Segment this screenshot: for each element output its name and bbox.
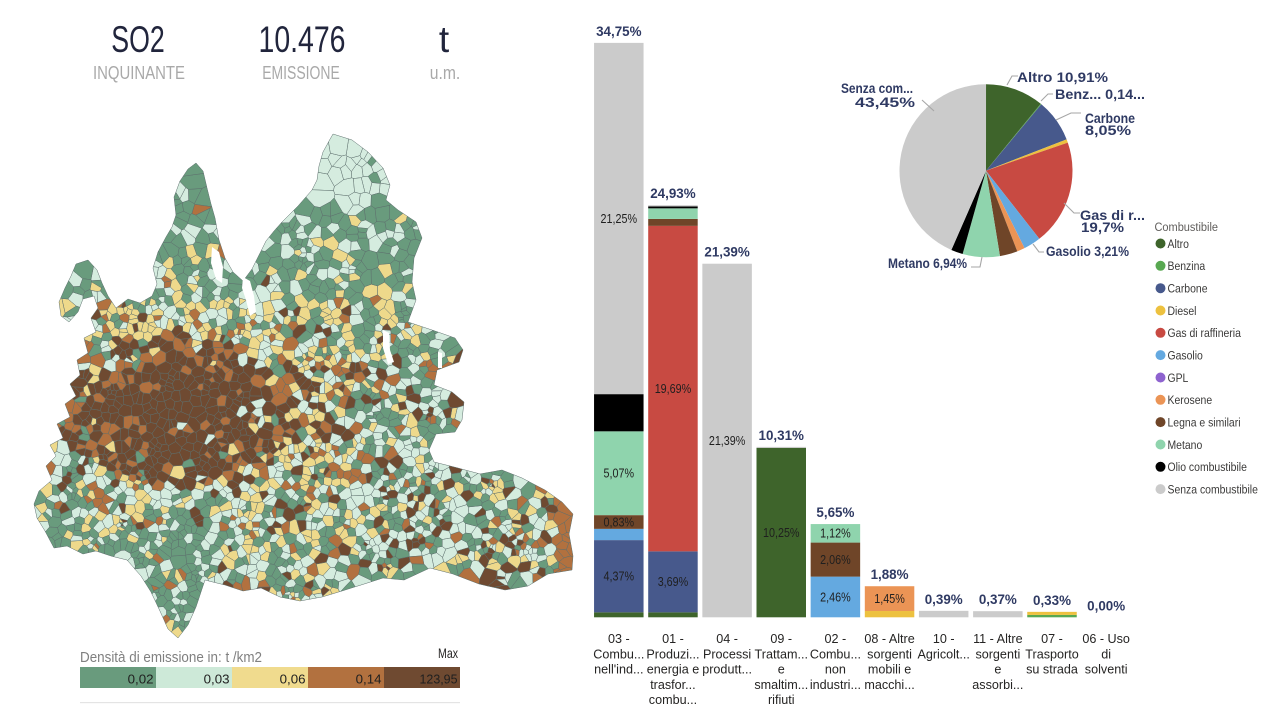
svg-text:21,25%: 21,25%	[601, 212, 638, 226]
svg-text:Carbone: Carbone	[1085, 111, 1135, 126]
svg-text:1,12%: 1,12%	[820, 527, 851, 541]
svg-text:Legna e similari: Legna e similari	[1168, 417, 1241, 430]
svg-text:02 -: 02 -	[825, 632, 847, 646]
svg-text:10 -: 10 -	[933, 632, 955, 646]
svg-text:Altro 10,91%: Altro 10,91%	[1017, 70, 1108, 85]
svg-text:4,37%: 4,37%	[604, 570, 635, 584]
svg-text:06 - Uso: 06 - Uso	[1082, 632, 1130, 646]
svg-text:GPL: GPL	[1168, 372, 1189, 385]
svg-text:Carbone: Carbone	[1168, 283, 1208, 296]
svg-text:Combustibile: Combustibile	[1155, 220, 1219, 234]
svg-text:sorgenti: sorgenti	[867, 647, 912, 661]
svg-text:3,69%: 3,69%	[658, 575, 689, 589]
svg-text:mobili e: mobili e	[868, 663, 911, 677]
svg-text:07 -: 07 -	[1041, 632, 1063, 646]
svg-text:sorgenti: sorgenti	[975, 647, 1020, 661]
svg-text:0,14: 0,14	[356, 671, 382, 686]
svg-text:Combu...: Combu...	[810, 647, 861, 661]
svg-text:nell'ind...: nell'ind...	[594, 663, 643, 677]
svg-text:macchi...: macchi...	[864, 678, 914, 692]
svg-text:non: non	[825, 663, 846, 677]
svg-text:1,88%: 1,88%	[871, 567, 909, 582]
svg-text:Gasolio: Gasolio	[1168, 350, 1203, 363]
svg-text:Olio combustibile: Olio combustibile	[1168, 461, 1247, 474]
svg-text:5,07%: 5,07%	[604, 467, 635, 481]
svg-text:INQUINANTE: INQUINANTE	[93, 63, 185, 83]
svg-text:10,25%: 10,25%	[763, 526, 800, 540]
svg-text:t: t	[439, 19, 450, 60]
svg-text:123,95: 123,95	[420, 671, 458, 686]
svg-text:u.m.: u.m.	[430, 63, 461, 83]
svg-text:21,39%: 21,39%	[704, 245, 750, 260]
svg-text:Densità di emissione in: t /k: Densità di emissione in: t /km2	[80, 650, 262, 666]
svg-text:produtt...: produtt...	[702, 663, 752, 677]
svg-text:Processi: Processi	[703, 647, 751, 661]
svg-text:Diesel: Diesel	[1168, 305, 1197, 318]
svg-text:0,33%: 0,33%	[1033, 593, 1071, 608]
svg-text:e: e	[994, 663, 1001, 677]
svg-text:0,02: 0,02	[128, 671, 154, 686]
svg-text:19,69%: 19,69%	[655, 382, 692, 396]
svg-text:Produzi...: Produzi...	[646, 647, 699, 661]
svg-text:03 -: 03 -	[608, 632, 630, 646]
svg-text:0,39%: 0,39%	[925, 592, 963, 607]
svg-text:8,05%: 8,05%	[1085, 123, 1131, 138]
svg-text:0,37%: 0,37%	[979, 592, 1017, 607]
svg-text:energia e: energia e	[647, 663, 700, 677]
svg-text:24,93%: 24,93%	[650, 186, 696, 201]
svg-text:19,7%: 19,7%	[1081, 220, 1124, 235]
svg-text:04 -: 04 -	[716, 632, 738, 646]
svg-text:2,46%: 2,46%	[820, 590, 851, 604]
svg-text:EMISSIONE: EMISSIONE	[262, 63, 340, 83]
svg-text:01 -: 01 -	[662, 632, 684, 646]
svg-text:08 - Altre: 08 - Altre	[864, 632, 914, 646]
svg-text:5,65%: 5,65%	[816, 505, 854, 520]
svg-text:Gasolio 3,21%: Gasolio 3,21%	[1046, 244, 1129, 259]
svg-text:Trattam...: Trattam...	[755, 647, 808, 661]
svg-text:trasfor...: trasfor...	[650, 678, 696, 692]
svg-text:0,83%: 0,83%	[604, 515, 635, 529]
svg-text:Agricolt...: Agricolt...	[917, 647, 970, 661]
svg-text:e: e	[778, 663, 785, 677]
svg-text:Benz... 0,14...: Benz... 0,14...	[1055, 87, 1145, 102]
svg-text:smaltim...: smaltim...	[754, 678, 808, 692]
svg-text:Senza combustibile: Senza combustibile	[1168, 484, 1258, 497]
svg-text:assorbi...: assorbi...	[972, 678, 1023, 692]
svg-text:Kerosene: Kerosene	[1168, 394, 1213, 407]
svg-text:industri...: industri...	[810, 678, 861, 692]
svg-text:2,06%: 2,06%	[820, 553, 851, 567]
svg-text:Gas di r...: Gas di r...	[1080, 208, 1145, 223]
svg-text:Altro: Altro	[1168, 238, 1189, 251]
svg-text:0,03: 0,03	[204, 671, 230, 686]
svg-text:SO2: SO2	[111, 19, 165, 60]
svg-text:09 -: 09 -	[770, 632, 792, 646]
svg-text:Gas di raffineria: Gas di raffineria	[1168, 327, 1242, 340]
svg-text:0,00%: 0,00%	[1087, 598, 1125, 613]
svg-text:10.476: 10.476	[259, 19, 346, 60]
svg-text:Max: Max	[438, 645, 458, 661]
svg-text:Metano: Metano	[1168, 439, 1203, 452]
svg-text:rifiuti: rifiuti	[768, 693, 795, 707]
svg-text:Metano 6,94%: Metano 6,94%	[888, 256, 967, 271]
svg-text:10,31%: 10,31%	[759, 428, 805, 443]
svg-text:1,45%: 1,45%	[874, 592, 905, 606]
svg-text:Trasporto: Trasporto	[1025, 647, 1078, 661]
svg-text:di: di	[1101, 647, 1111, 661]
svg-text:combu...: combu...	[649, 693, 697, 707]
svg-text:solventi: solventi	[1085, 663, 1128, 677]
svg-text:21,39%: 21,39%	[709, 434, 746, 448]
svg-text:Benzina: Benzina	[1168, 260, 1206, 273]
svg-text:su strada: su strada	[1026, 663, 1078, 677]
svg-text:Combu...: Combu...	[593, 647, 644, 661]
svg-text:Senza com...: Senza com...	[841, 81, 913, 96]
svg-text:43,45%: 43,45%	[855, 95, 915, 110]
svg-text:0,06: 0,06	[280, 671, 306, 686]
svg-text:34,75%: 34,75%	[596, 24, 642, 39]
svg-text:11 - Altre: 11 - Altre	[973, 632, 1022, 646]
